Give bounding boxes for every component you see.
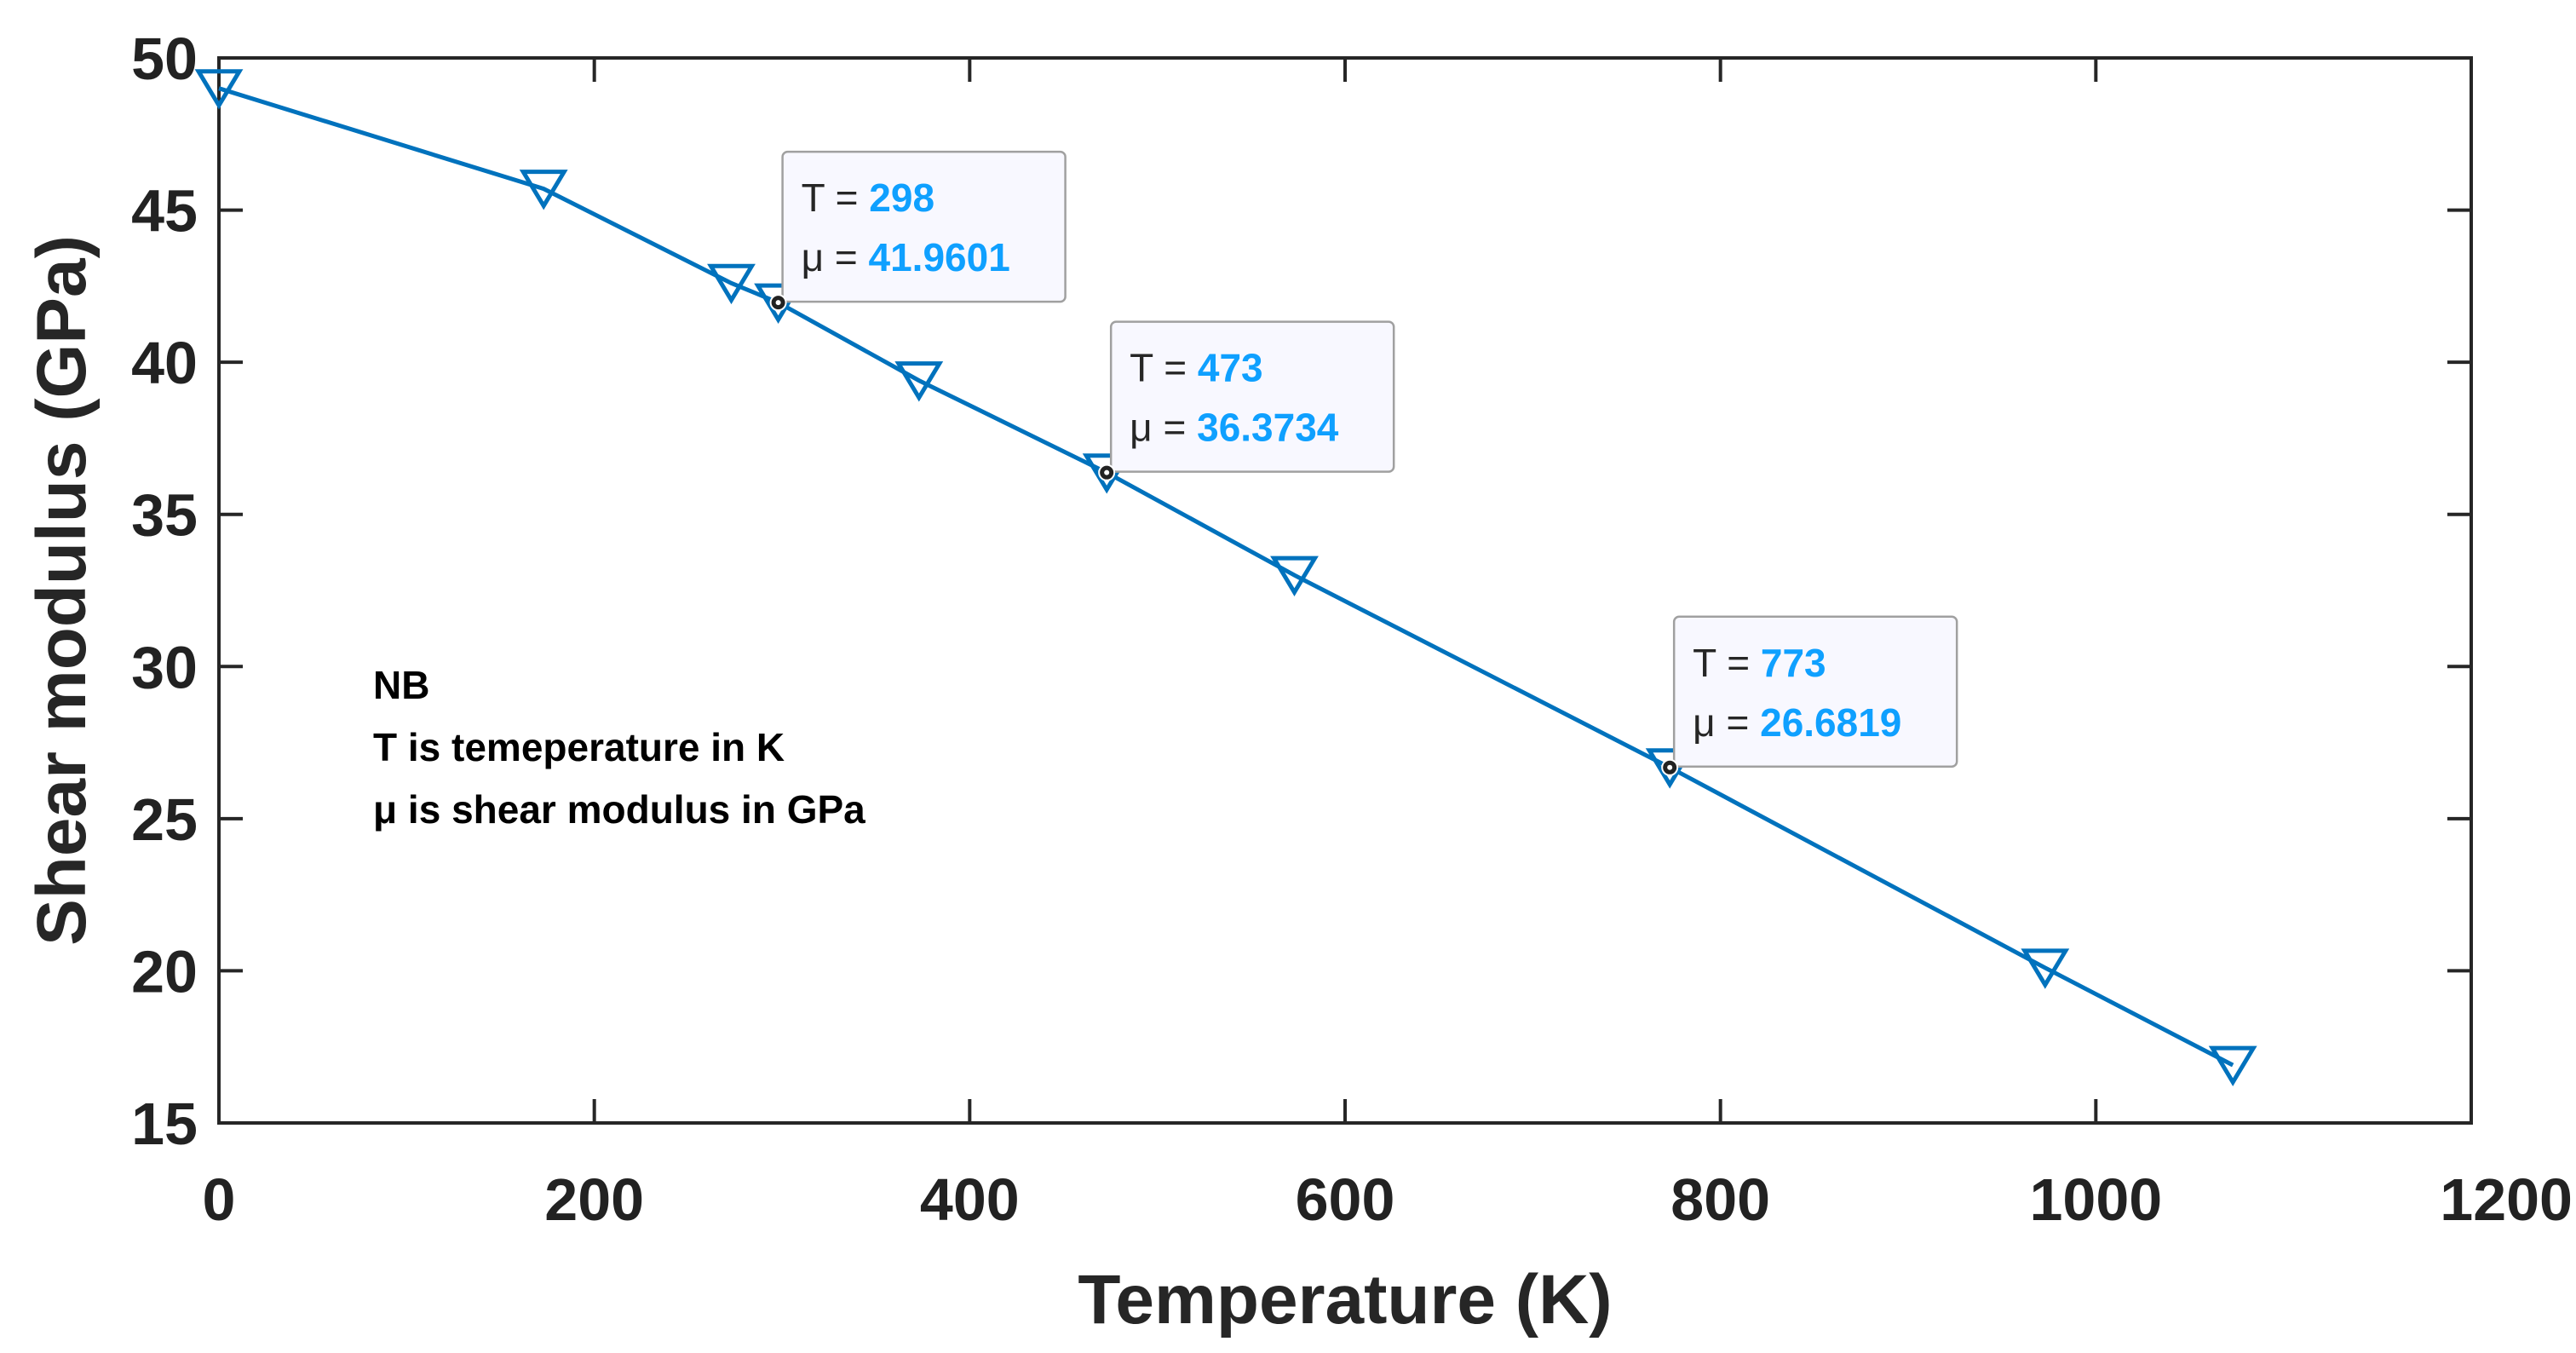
series-line [218, 86, 2234, 1068]
x-tick-label: 1200 [2440, 1166, 2573, 1233]
y-tick-label: 35 [131, 482, 198, 549]
y-tick-label: 20 [131, 938, 198, 1005]
data-point-marker [2021, 948, 2070, 989]
data-point-marker [194, 69, 244, 110]
datatip-x-key: T = [1130, 346, 1198, 390]
datatip-box [1672, 615, 1958, 769]
datatip-y-key: μ = [802, 235, 869, 279]
datatip-y-key: μ = [1130, 406, 1197, 450]
annotation-line: NB [373, 663, 429, 707]
annotation-note: NB T is temeperature in K μ is shear modul… [373, 663, 865, 832]
datatip-x-line: T = 298 [802, 176, 934, 220]
datatip-box [1109, 320, 1395, 473]
datatip-y-value: 41.9601 [869, 235, 1010, 279]
data-point-marker [707, 263, 756, 305]
datatip-y-value: 36.3734 [1197, 406, 1339, 450]
annotation-line: T is temeperature in K [373, 725, 785, 769]
y-axis-label: Shear modulus (GPa) [23, 235, 101, 946]
datatip-anchor-center [1667, 764, 1673, 770]
datatip-x-value: 473 [1198, 346, 1263, 390]
datatip-x-key: T = [802, 176, 870, 220]
annotation-line: μ is shear modulus in GPa [373, 787, 865, 832]
datatip-anchor-center [775, 300, 781, 306]
datatip-y-line: μ = 41.9601 [802, 235, 1010, 279]
y-tick-label: 40 [131, 330, 198, 396]
datatip-x-value: 773 [1761, 641, 1826, 685]
datatip-x-line: T = 473 [1130, 346, 1262, 390]
x-tick-label: 200 [544, 1166, 644, 1233]
x-tick-label: 1000 [2029, 1166, 2162, 1233]
y-tick-label: 45 [131, 178, 198, 245]
datatip-y-key: μ = [1693, 700, 1760, 745]
y-tick-label: 30 [131, 634, 198, 700]
datatip-x-line: T = 773 [1693, 641, 1826, 685]
x-tick-label: 0 [203, 1166, 236, 1233]
datatip-x-value: 298 [869, 176, 934, 220]
datatip-x-key: T = [1693, 641, 1761, 685]
datatip-anchor-center [1104, 469, 1110, 475]
axes: 0 200 400 600 800 1000 1200 15 20 25 30 35 40 45 50 Tem… [23, 26, 2573, 1339]
data-point-marker [2208, 1045, 2257, 1086]
y-tick-label: 25 [131, 786, 198, 853]
data-point-marker [519, 170, 568, 210]
data-point-marker [1270, 556, 1319, 596]
datatip-y-line: μ = 36.3734 [1130, 406, 1339, 450]
x-tick-label: 400 [920, 1166, 1020, 1233]
y-tick-label: 50 [131, 26, 198, 92]
x-axis-label: Temperature (K) [1078, 1261, 1612, 1339]
y-tick-label: 15 [131, 1091, 198, 1157]
datatip-y-value: 26.6819 [1760, 700, 1901, 745]
plot-box [217, 56, 2473, 1125]
x-tick-label: 600 [1296, 1166, 1395, 1233]
datatip-box [781, 150, 1067, 303]
x-tick-label: 800 [1670, 1166, 1770, 1233]
data-point-marker [894, 361, 944, 402]
series-layer [194, 69, 2257, 1086]
datatip-y-line: μ = 26.6819 [1693, 700, 1901, 745]
